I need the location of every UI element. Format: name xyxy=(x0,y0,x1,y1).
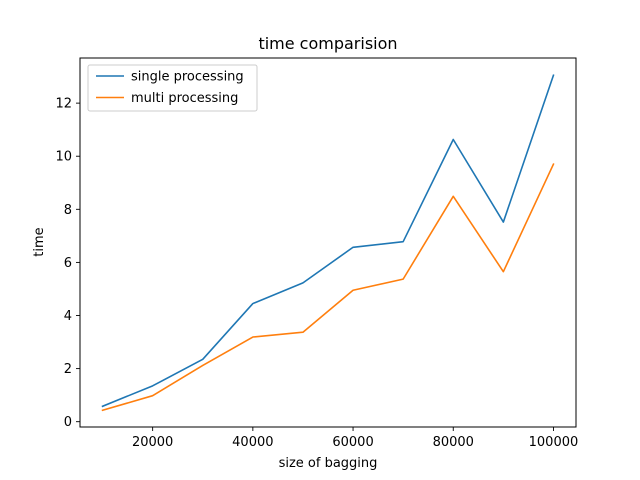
x-tick-label: 60000 xyxy=(332,435,373,450)
x-axis: 20000 40000 60000 80000 100000 xyxy=(132,427,578,450)
legend: single processing multi processing xyxy=(87,64,258,112)
plot-frame xyxy=(79,57,577,428)
legend-label-0: single processing xyxy=(131,70,244,85)
chart-title: time comparision xyxy=(258,34,397,53)
x-tick-label: 20000 xyxy=(132,435,173,450)
plot-lines xyxy=(101,74,555,412)
y-axis: 0 2 4 6 8 10 12 xyxy=(55,97,80,430)
y-axis-title: time xyxy=(32,227,47,256)
series-line-0 xyxy=(101,74,555,408)
y-tick-label: 2 xyxy=(64,362,72,377)
y-tick-label: 10 xyxy=(55,150,72,165)
series-line-1 xyxy=(101,163,555,412)
x-tick-label: 100000 xyxy=(529,435,579,450)
y-tick-label: 8 xyxy=(64,203,72,218)
legend-label-1: multi processing xyxy=(131,91,238,106)
x-axis-title: size of bagging xyxy=(279,456,378,471)
y-tick-label: 4 xyxy=(64,309,72,324)
y-tick-label: 0 xyxy=(64,415,72,430)
legend-box xyxy=(87,64,258,112)
y-tick-label: 6 xyxy=(64,256,72,271)
y-tick-label: 12 xyxy=(55,97,72,112)
x-tick-label: 40000 xyxy=(232,435,273,450)
x-tick-label: 80000 xyxy=(433,435,474,450)
